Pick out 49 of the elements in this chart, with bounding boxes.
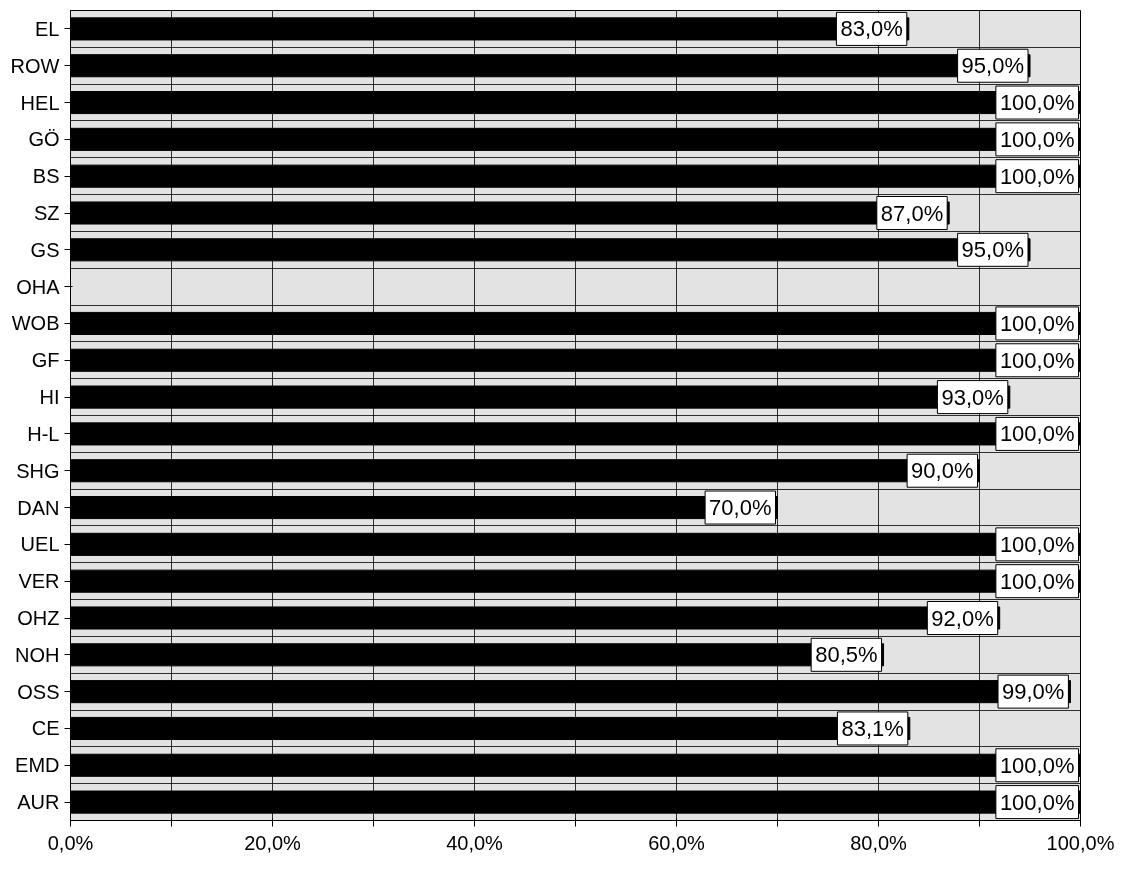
data-label: 100,0%	[999, 310, 1075, 336]
data-label: 100,0%	[999, 90, 1075, 116]
data-label: 99,0%	[1002, 679, 1065, 705]
y-tick-label: SHG	[16, 459, 60, 482]
y-tick-label: GS	[30, 238, 60, 261]
y-tick-label: GF	[31, 349, 60, 372]
y-tick-label: VER	[18, 570, 60, 593]
y-tick-label: EL	[35, 17, 60, 40]
data-label: 100,0%	[999, 752, 1075, 778]
y-tick-label: BS	[32, 165, 60, 188]
y-tick-label: AUR	[17, 791, 60, 814]
y-tick-label: HI	[39, 386, 60, 409]
y-tick-label: ROW	[10, 54, 60, 77]
x-tick-label: 20,0%	[244, 831, 302, 854]
x-tick-label: 60,0%	[648, 831, 706, 854]
x-tick-label: 40,0%	[446, 831, 504, 854]
data-label: 100,0%	[999, 347, 1075, 373]
data-label: 100,0%	[999, 531, 1075, 557]
data-label: 100,0%	[999, 163, 1075, 189]
data-label: 100,0%	[999, 421, 1075, 447]
x-tick-label: 100,0%	[1046, 831, 1115, 854]
data-label: 70,0%	[709, 495, 772, 521]
y-tick-label: OSS	[17, 680, 60, 703]
y-tick-label: OHZ	[17, 607, 60, 629]
data-label: 92,0%	[931, 605, 994, 631]
data-label: 83,1%	[841, 715, 904, 741]
y-tick-label: H-L	[27, 422, 60, 445]
data-label: 93,0%	[941, 384, 1004, 410]
data-label: 100,0%	[999, 568, 1075, 594]
y-tick-label: CE	[31, 717, 60, 740]
data-label: 100,0%	[999, 789, 1075, 815]
x-tick-label: 80,0%	[850, 831, 908, 854]
data-label: 100,0%	[999, 126, 1075, 152]
y-tick-label: DAN	[17, 496, 60, 519]
data-label: 95,0%	[961, 237, 1025, 263]
y-tick-label: UEL	[20, 533, 60, 556]
y-tick-label: SZ	[33, 202, 60, 224]
y-tick-label: EMD	[15, 754, 60, 777]
y-tick-label: OHA	[16, 275, 61, 298]
data-label: 80,5%	[815, 642, 878, 668]
x-tick-label: 0,0%	[47, 831, 94, 854]
data-label: 95,0%	[961, 53, 1025, 79]
y-tick-label: WOB	[11, 312, 60, 335]
data-label: 87,0%	[880, 200, 944, 226]
y-tick-label: HEL	[20, 91, 60, 114]
data-label: 90,0%	[911, 458, 974, 484]
y-tick-label: NOH	[15, 643, 60, 666]
data-label: 83,0%	[840, 16, 903, 42]
y-tick-label: GÖ	[28, 128, 60, 151]
